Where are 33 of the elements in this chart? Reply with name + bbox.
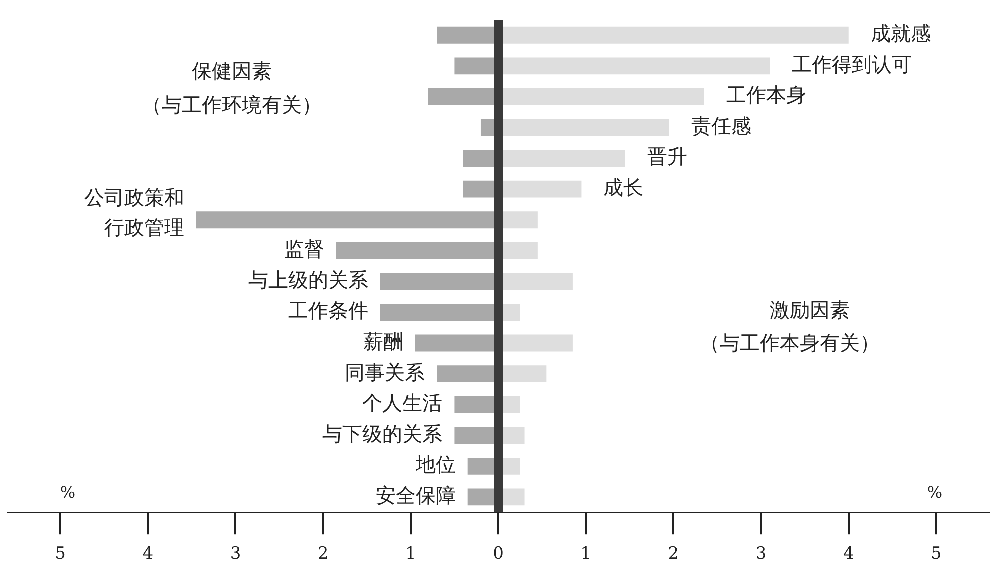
y-tick-label: 成就感 bbox=[870, 22, 931, 46]
y-tick-label: 同事关系 bbox=[345, 360, 426, 384]
y-tick-label: 安全保障 bbox=[376, 483, 456, 508]
y-tick-label: 工作条件 bbox=[288, 298, 368, 323]
y-tick-label: 监督 bbox=[284, 237, 324, 262]
x-tick-label: 4 bbox=[142, 544, 154, 564]
x-tick-label: 5 bbox=[931, 544, 942, 564]
annotation: 保健因素 bbox=[192, 58, 272, 85]
annotation: 激励因素 bbox=[770, 297, 850, 324]
y-tick-label: 与下级的关系 bbox=[322, 422, 443, 446]
y-tick-label: 晋升 bbox=[648, 144, 688, 169]
annotation: % bbox=[927, 483, 943, 502]
x-tick-label: 2 bbox=[668, 544, 680, 564]
y-tick-label: 地位 bbox=[414, 452, 456, 477]
x-tick-label: 3 bbox=[230, 544, 242, 564]
annotation: （与工作环境有关） bbox=[142, 92, 322, 119]
x-tick-label: 1 bbox=[405, 544, 416, 564]
y-tick-label: 责任感 bbox=[691, 114, 752, 138]
x-tick-label: 0 bbox=[493, 544, 504, 564]
x-tick-label: 5 bbox=[55, 544, 66, 564]
y-tick-label: 工作得到认可 bbox=[792, 52, 912, 76]
y-tick-label: 成长 bbox=[604, 176, 644, 200]
y-tick-label: 薪酬 bbox=[363, 329, 404, 354]
annotation: % bbox=[60, 483, 76, 502]
x-tick-label: 1 bbox=[580, 544, 592, 564]
x-tick-label: 2 bbox=[318, 544, 329, 564]
x-tick-label: 4 bbox=[843, 544, 854, 564]
y-tick-label: 工作本身 bbox=[726, 83, 806, 108]
y-tick-label: 公司政策和行政管理 bbox=[84, 185, 184, 240]
y-tick-label: 与上级的关系 bbox=[248, 268, 368, 292]
y-tick-label: 个人生活 bbox=[362, 391, 443, 416]
x-tick-label: 3 bbox=[756, 544, 767, 564]
annotation: （与工作本身有关） bbox=[700, 330, 880, 357]
